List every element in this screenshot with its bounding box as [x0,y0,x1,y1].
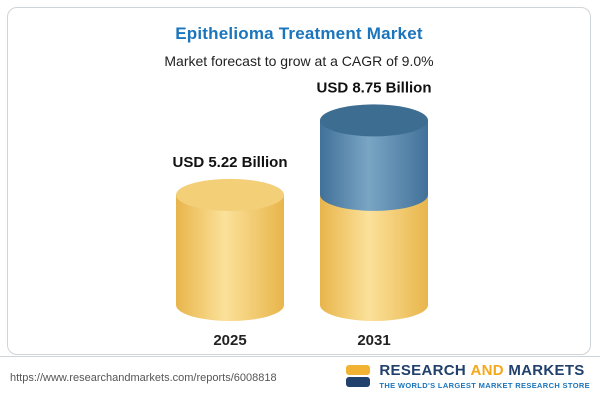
report-url-link[interactable]: https://www.researchandmarkets.com/repor… [10,372,277,384]
brand-logo-text: RESEARCH AND MARKETS THE WORLD'S LARGEST… [379,362,590,390]
chart-card: Epithelioma Treatment Market Market fore… [7,7,591,355]
logo-word-research: RESEARCH [379,362,466,379]
cylinder-bar-chart: USD 5.22 Billion 2025 USD 8.75 Billion 2031 [172,79,431,349]
value-label-2031: USD 8.75 Billion [316,79,431,96]
cylinder-2025: USD 5.22 Billion 2025 [172,154,287,349]
chart-subtitle: Market forecast to grow at a CAGR of 9.0… [164,53,434,69]
chart-title: Epithelioma Treatment Market [175,24,423,43]
logo-word-and: AND [470,362,504,379]
cylinder-top-cap [176,178,284,211]
brand-logo-wordmark: RESEARCH AND MARKETS [379,362,584,379]
cylinder-top-cap [320,104,428,137]
brand-logo-icon [346,365,371,387]
cylinder-segment-blue [320,120,428,211]
category-label-2025: 2025 [213,332,246,349]
cylinder-segment-yellow [320,194,428,321]
brand-logo-tagline: THE WORLD'S LARGEST MARKET RESEARCH STOR… [379,381,590,390]
logo-word-markets: MARKETS [508,362,585,379]
brand-logo[interactable]: RESEARCH AND MARKETS THE WORLD'S LARGEST… [344,362,590,390]
cylinder-2031: USD 8.75 Billion 2031 [316,79,431,349]
value-label-2025: USD 5.22 Billion [172,154,287,171]
footer: https://www.researchandmarkets.com/repor… [0,356,600,400]
category-label-2031: 2031 [357,332,390,349]
cylinder-segment-yellow [176,194,284,321]
